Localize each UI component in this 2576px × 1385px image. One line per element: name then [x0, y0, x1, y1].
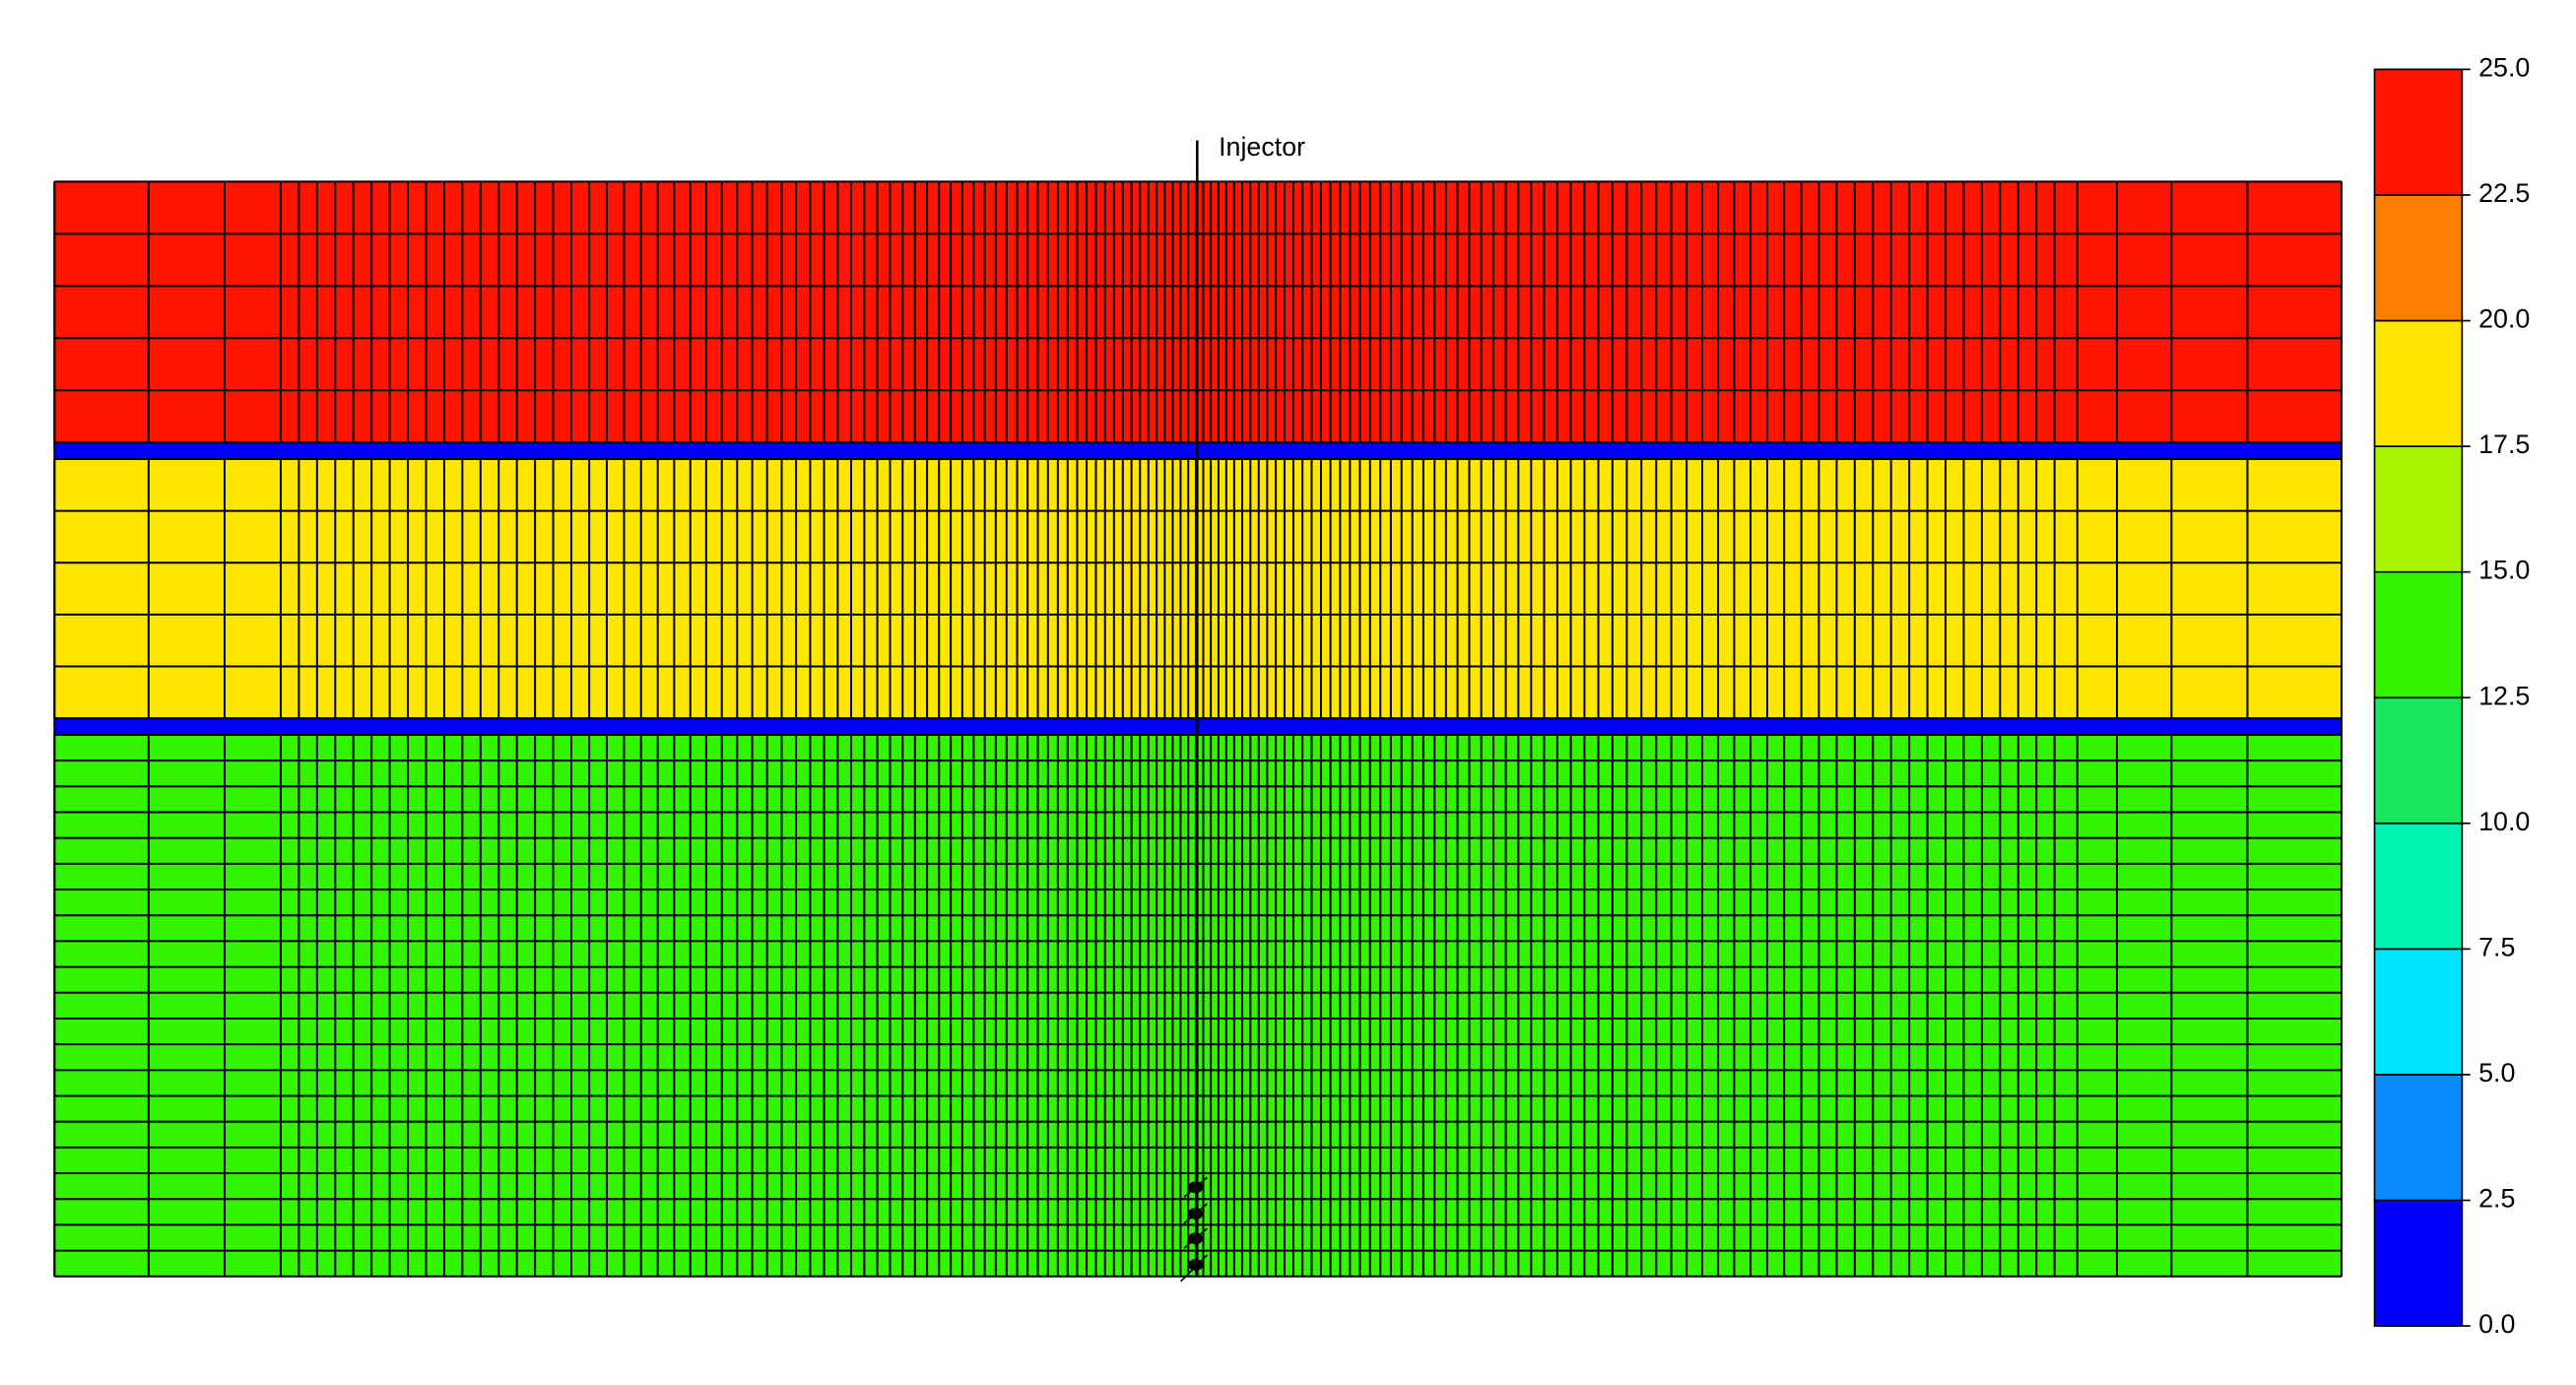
well-label: Injector: [1219, 132, 1305, 162]
colorbar-bin: [2373, 194, 2464, 322]
colorbar-label: 17.5: [2478, 429, 2530, 459]
colorbar-bin: [2373, 319, 2464, 447]
colorbar-label: 2.5: [2478, 1184, 2515, 1214]
colorbar-label: 10.0: [2478, 807, 2530, 836]
colorbar-bin: [2373, 822, 2464, 951]
colorbar-bin: [2373, 1074, 2464, 1202]
colorbar-bin: [2373, 570, 2464, 699]
colorbar-bin: [2373, 68, 2464, 196]
colorbar-label: 22.5: [2478, 178, 2530, 208]
colorbar-bin: [2373, 445, 2464, 573]
perforations: [1179, 1176, 1208, 1283]
colorbar: 0.0 2.5 5.0 7.5 10.0 12.5 15.0 17.5 20.0 22.5 25.0: [2373, 52, 2530, 1339]
colorbar-label: 7.5: [2478, 932, 2515, 961]
colorbar-bin: [2373, 948, 2464, 1076]
colorbar-label: 5.0: [2478, 1058, 2515, 1088]
colorbar-bin: [2373, 1199, 2464, 1327]
colorbar-label: 25.0: [2478, 52, 2530, 82]
colorbar-label: 15.0: [2478, 556, 2530, 585]
colorbar-label: 0.0: [2478, 1309, 2515, 1339]
colorbar-label: 12.5: [2478, 681, 2530, 710]
colorbar-label: 20.0: [2478, 304, 2530, 334]
colorbar-bin: [2373, 696, 2464, 824]
view: Injector 0.0 2.5 5.0 7.5 10.0 12.5 15.0 17.5 20.…: [53, 52, 2530, 1339]
